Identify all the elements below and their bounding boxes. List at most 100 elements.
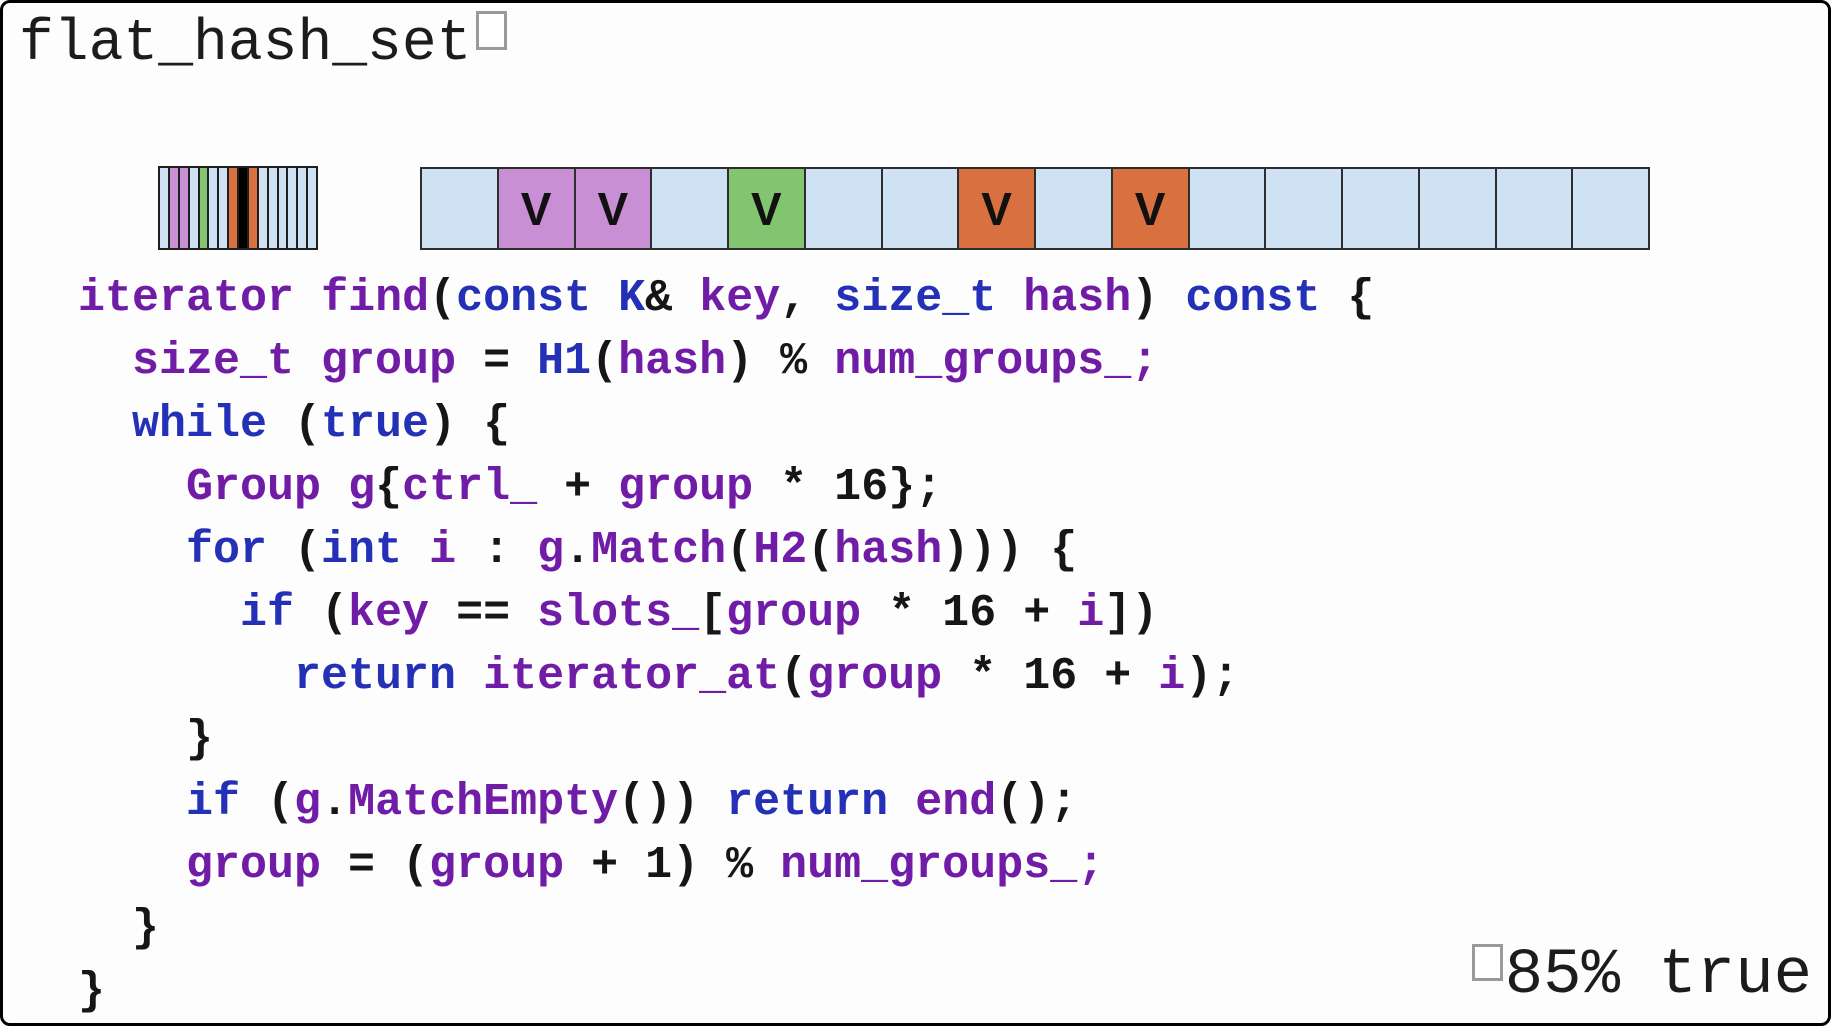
- code-token-plain: &: [645, 273, 700, 324]
- code-token-identifier: key: [699, 273, 781, 324]
- code-token-identifier: group: [807, 651, 943, 702]
- code-token-identifier: hash: [1023, 273, 1132, 324]
- code-token-identifier: ctrl_: [402, 462, 538, 513]
- code-token-identifier: g: [537, 525, 565, 576]
- slot-cell-purple: V: [575, 169, 653, 248]
- code-token-plain: (: [429, 273, 457, 324]
- code-token-plain: ()): [618, 777, 727, 828]
- code-token-plain: ==: [429, 588, 538, 639]
- code-token-plain: :: [456, 525, 538, 576]
- slot-cell-blue: [652, 169, 729, 248]
- placeholder-box-icon: [1471, 944, 1503, 981]
- code-token-plain: ): [1131, 273, 1186, 324]
- code-token-identifier: i: [429, 525, 457, 576]
- ctrl-stripe-black: [239, 168, 247, 248]
- ctrl-bytes-strip: [158, 166, 318, 250]
- code-token-plain: [294, 336, 321, 387]
- ctrl-stripe-blue: [268, 168, 277, 248]
- code-token-identifier: group: [618, 462, 754, 513]
- code-token-identifier: MatchEmpty: [348, 777, 619, 828]
- footnote: 85% true: [1471, 944, 1812, 1008]
- code-token-identifier: ;: [1131, 336, 1159, 387]
- ctrl-stripe-blue: [288, 168, 297, 248]
- code-token-plain: ))) {: [942, 525, 1078, 576]
- slot-cell-green: V: [729, 169, 806, 248]
- code-token-keyword: H1: [537, 336, 592, 387]
- code-token-identifier: hash: [834, 525, 943, 576]
- code-token-plain: [294, 273, 321, 324]
- code-token-identifier: key: [348, 588, 430, 639]
- slot-cell-blue: [1419, 169, 1497, 248]
- code-token-plain: (: [240, 777, 295, 828]
- code-token-identifier: iterator: [78, 273, 295, 324]
- code-token-identifier: i: [1077, 588, 1105, 639]
- code-token-plain: ();: [996, 777, 1078, 828]
- code-token-identifier: group: [321, 336, 457, 387]
- code-token-plain: +: [537, 462, 619, 513]
- code-token-identifier: num_groups_: [780, 840, 1078, 891]
- ctrl-stripe-orange: [248, 168, 257, 248]
- code-token-plain: * 16};: [753, 462, 943, 513]
- code-token-keyword: while: [132, 399, 268, 450]
- code-token-identifier: find: [321, 273, 430, 324]
- code-token-plain: (: [726, 525, 754, 576]
- code-token-plain: (: [294, 588, 349, 639]
- code-token-keyword: for: [186, 525, 268, 576]
- slot-cell-blue: [1573, 169, 1648, 248]
- code-line: return iterator_at(group * 16 + i);: [78, 645, 1374, 708]
- slot-cell-orange: V: [1112, 169, 1190, 248]
- code-token-identifier: Match: [591, 525, 727, 576]
- code-token-keyword: const: [456, 273, 592, 324]
- ctrl-stripe-blue: [160, 168, 168, 248]
- code-token-keyword: if: [186, 777, 241, 828]
- code-token-identifier: ;: [1077, 840, 1105, 891]
- code-token-plain: {: [375, 462, 403, 513]
- code-token-identifier: g: [294, 777, 322, 828]
- code-token-plain: (: [267, 399, 322, 450]
- slide-title: flat_hash_set: [19, 11, 508, 77]
- slide-title-text: flat_hash_set: [19, 12, 472, 77]
- value-marker: V: [597, 182, 629, 235]
- code-line: }: [78, 708, 1374, 771]
- ctrl-stripe-blue: [209, 168, 218, 248]
- code-token-identifier: group: [429, 840, 565, 891]
- value-marker: V: [1134, 182, 1166, 235]
- code-token-plain: ,: [780, 273, 835, 324]
- code-token-identifier: g: [348, 462, 376, 513]
- code-line: while (true) {: [78, 393, 1374, 456]
- code-token-plain: = (: [321, 840, 430, 891]
- code-line: }: [78, 897, 1374, 960]
- ctrl-stripe-purple: [179, 168, 188, 248]
- slot-cell-purple: V: [498, 169, 576, 248]
- code-token-keyword: size_t: [834, 273, 997, 324]
- code-line: for (int i : g.Match(H2(hash))) {: [78, 519, 1374, 582]
- code-token-plain: + 1) %: [564, 840, 781, 891]
- ctrl-stripe-blue: [278, 168, 287, 248]
- slot-cell-blue: [1189, 169, 1267, 248]
- code-token-plain: [402, 525, 429, 576]
- ctrl-stripe-blue: [308, 168, 316, 248]
- code-token-keyword: const: [1185, 273, 1321, 324]
- code-token-identifier: group: [726, 588, 862, 639]
- code-token-plain: =: [456, 336, 538, 387]
- code-token-plain: .: [321, 777, 349, 828]
- value-marker: V: [751, 182, 782, 235]
- code-token-identifier: i: [1158, 651, 1186, 702]
- code-token-plain: (: [591, 336, 619, 387]
- ctrl-stripe-blue: [189, 168, 198, 248]
- code-token-keyword: return: [294, 651, 457, 702]
- slot-cell-orange: V: [959, 169, 1036, 248]
- code-token-keyword: true: [321, 399, 430, 450]
- slot-cell-blue: [422, 169, 499, 248]
- ctrl-stripe-blue: [258, 168, 267, 248]
- code-block: iterator find(const K& key, size_t hash)…: [78, 267, 1374, 1023]
- code-line: }: [78, 960, 1374, 1023]
- code-token-plain: }: [186, 714, 214, 765]
- slot-cell-blue: [1496, 169, 1574, 248]
- code-token-keyword: int: [321, 525, 403, 576]
- code-token-plain: (: [267, 525, 322, 576]
- code-token-plain: {: [1320, 273, 1375, 324]
- placeholder-box-icon: [476, 11, 508, 50]
- code-token-plain: );: [1185, 651, 1240, 702]
